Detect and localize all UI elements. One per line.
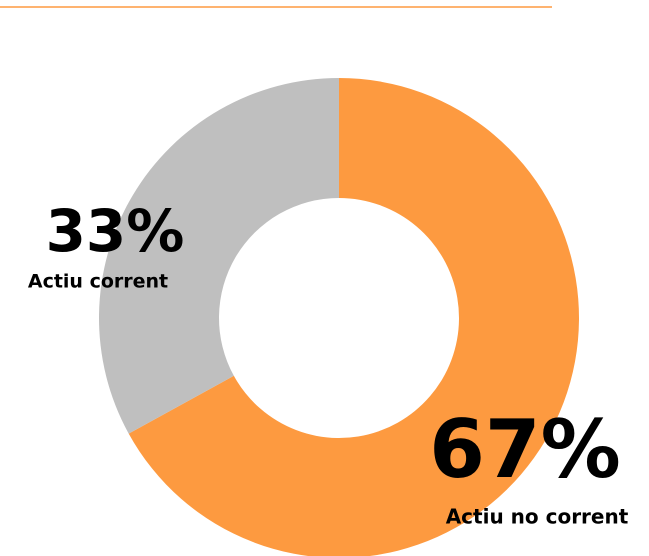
value-label: 33% xyxy=(46,197,185,265)
donut-slice xyxy=(99,78,340,434)
category-label: Actiu corrent xyxy=(28,271,168,293)
donut-slice xyxy=(128,78,579,556)
category-label: Actiu no corrent xyxy=(446,505,629,529)
value-label: 67% xyxy=(429,403,620,496)
